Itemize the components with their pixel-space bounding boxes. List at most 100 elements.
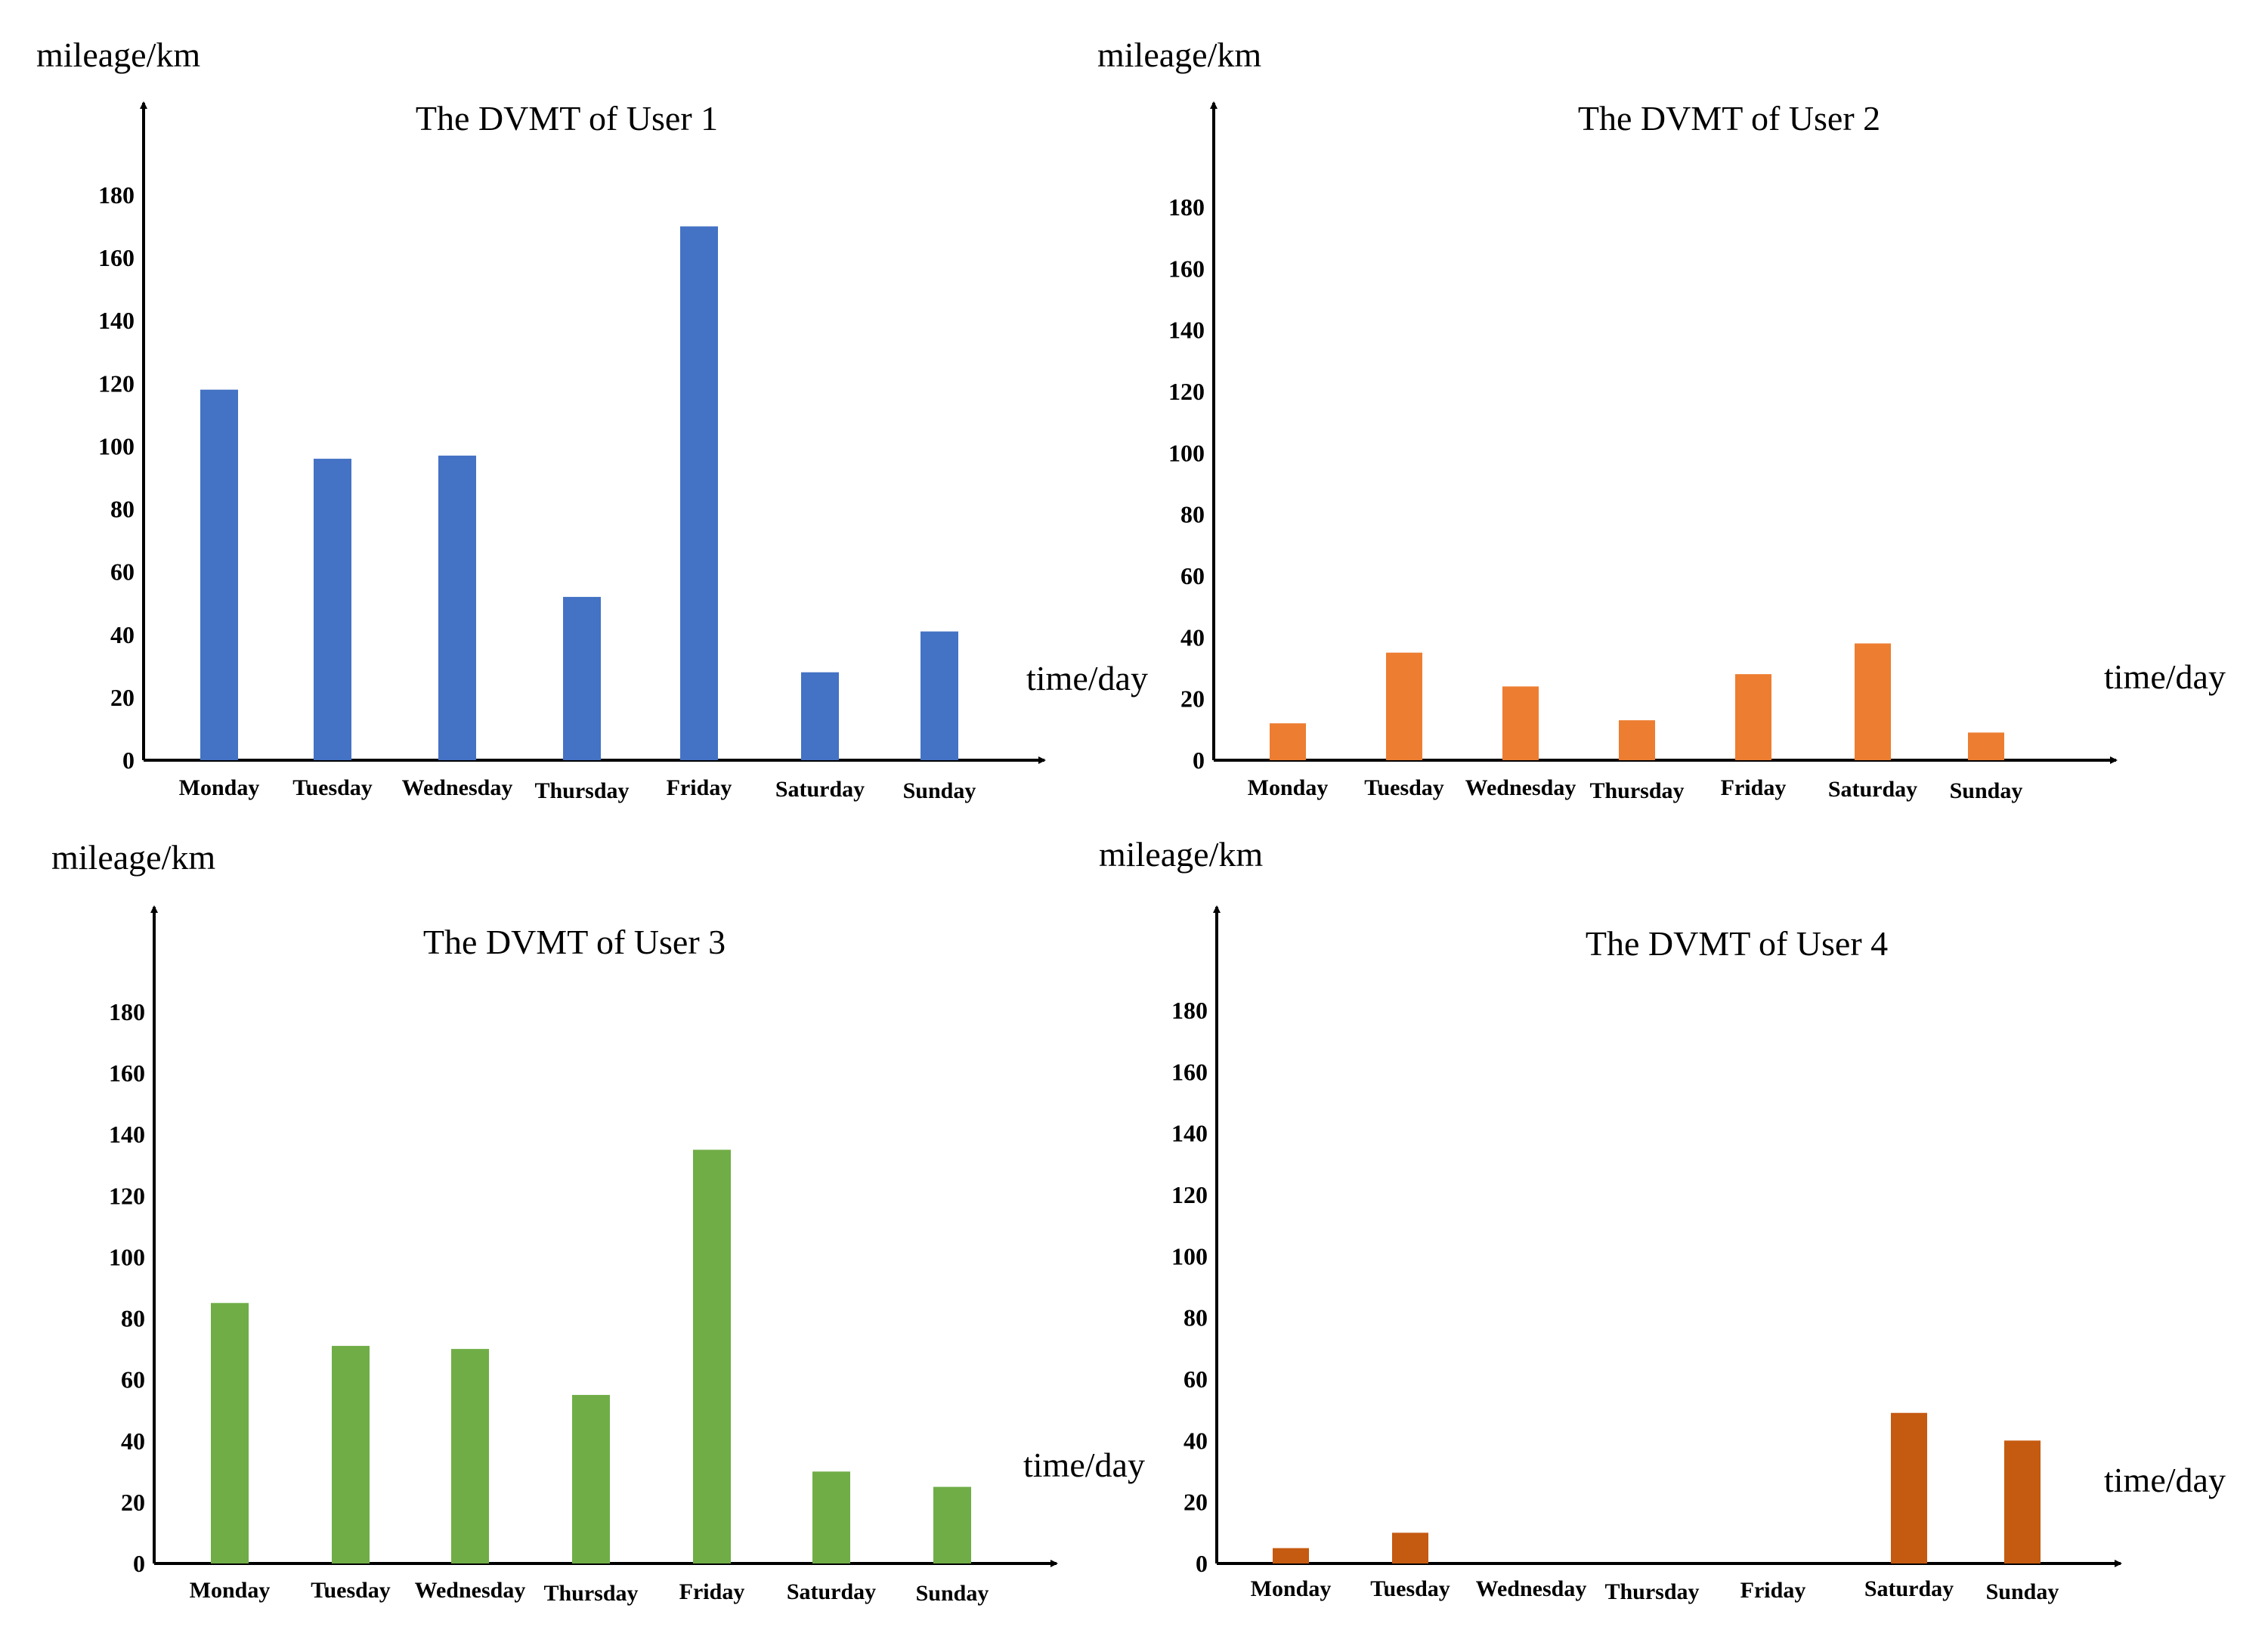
x-category-label: Friday xyxy=(1721,775,1787,800)
x-category-label: Saturday xyxy=(787,1579,876,1604)
y-tick-label: 120 xyxy=(1171,1181,1208,1208)
y-tick-label: 60 xyxy=(1184,1365,1208,1393)
bar-tuesday xyxy=(1386,652,1422,760)
bar-wednesday xyxy=(1502,686,1539,760)
x-category-label: Sunday xyxy=(1986,1579,2059,1604)
x-category-label: Saturday xyxy=(775,777,865,802)
y-tick-label: 0 xyxy=(1196,1550,1208,1577)
y-tick-label: 100 xyxy=(1168,439,1205,466)
x-category-label: Tuesday xyxy=(1364,775,1444,800)
x-category-label: Thursday xyxy=(1589,778,1684,803)
bar-saturday xyxy=(812,1471,850,1563)
y-tick-label: 80 xyxy=(121,1305,145,1332)
bar-friday xyxy=(680,226,718,760)
bar-wednesday xyxy=(451,1349,489,1563)
x-axis-label: time/day xyxy=(2104,657,2226,696)
chart-title: The DVMT of User 3 xyxy=(423,923,726,961)
y-tick-label: 20 xyxy=(1180,685,1205,713)
x-axis-label: time/day xyxy=(1023,1446,1145,1484)
y-tick-label: 180 xyxy=(1168,193,1205,221)
bar-monday xyxy=(1273,1548,1309,1563)
y-tick-label: 140 xyxy=(98,307,135,334)
bar-tuesday xyxy=(1392,1532,1428,1563)
y-tick-label: 80 xyxy=(1184,1304,1208,1331)
bar-sunday xyxy=(933,1486,971,1563)
x-category-label: Thursday xyxy=(534,778,629,803)
x-category-label: Wednesday xyxy=(415,1578,526,1603)
x-category-label: Sunday xyxy=(916,1581,989,1606)
y-axis-label: mileage/km xyxy=(36,36,200,74)
chart-user-4: mileage/km The DVMT of User 4 time/day xyxy=(1099,835,2226,1567)
x-category-label: Sunday xyxy=(903,778,976,803)
x-category-label: Sunday xyxy=(1950,778,2023,803)
y-tick-label: 180 xyxy=(1171,997,1208,1024)
x-category-label: Tuesday xyxy=(1370,1576,1450,1601)
x-axis-label: time/day xyxy=(2104,1461,2226,1499)
y-tick-label: 140 xyxy=(109,1121,145,1148)
y-tick-label: 0 xyxy=(122,747,135,774)
y-tick-label: 160 xyxy=(1168,255,1205,282)
x-category-label: Thursday xyxy=(543,1581,638,1606)
x-category-label: Monday xyxy=(190,1578,271,1603)
y-tick-label: 120 xyxy=(1168,378,1205,405)
y-tick-label: 120 xyxy=(109,1182,145,1209)
x-axis-label: time/day xyxy=(1026,659,1148,697)
x-category-label: Monday xyxy=(1248,775,1329,800)
x-category-label: Saturday xyxy=(1864,1576,1954,1601)
chart-title: The DVMT of User 1 xyxy=(416,99,718,138)
y-tick-label: 160 xyxy=(98,244,135,271)
x-category-label: Monday xyxy=(179,775,260,800)
y-tick-label: 180 xyxy=(109,998,145,1025)
bar-sunday xyxy=(921,631,958,760)
y-tick-label: 80 xyxy=(1180,501,1205,528)
x-category-label: Thursday xyxy=(1604,1579,1699,1604)
bar-thursday xyxy=(1619,720,1655,760)
y-tick-label: 140 xyxy=(1168,317,1205,344)
y-tick-label: 40 xyxy=(121,1427,145,1455)
chart-marks-user-1: 0 20 40 60 80 100 120 140 160 180 Monday Tuesday Wed… xyxy=(98,181,976,803)
bar-sunday xyxy=(2004,1440,2041,1563)
bar-tuesday xyxy=(332,1346,370,1563)
x-category-label: Wednesday xyxy=(1476,1576,1587,1601)
x-category-label: Wednesday xyxy=(1465,775,1576,800)
bar-friday xyxy=(693,1149,731,1563)
x-category-label: Friday xyxy=(1740,1578,1806,1603)
y-tick-label: 160 xyxy=(1171,1058,1208,1085)
chart-user-2: mileage/km The DVMT of User 2 time/day xyxy=(1097,36,2226,764)
bar-monday xyxy=(200,389,238,760)
y-tick-label: 40 xyxy=(110,621,135,648)
y-tick-label: 180 xyxy=(98,181,135,209)
chart-title: The DVMT of User 2 xyxy=(1578,99,1880,138)
y-tick-label: 20 xyxy=(121,1489,145,1516)
x-category-label: Friday xyxy=(667,775,732,800)
bar-saturday xyxy=(1891,1412,1927,1563)
x-category-label: Friday xyxy=(679,1579,745,1604)
bar-wednesday xyxy=(438,455,476,760)
y-axis-label: mileage/km xyxy=(51,838,215,877)
chart-marks-user-3: 0 20 40 60 80 100 120 140 160 180 Monday Tuesday Wed… xyxy=(109,998,989,1606)
y-tick-label: 20 xyxy=(1184,1489,1208,1516)
y-tick-label: 120 xyxy=(98,370,135,397)
y-tick-label: 100 xyxy=(1171,1242,1208,1270)
y-tick-label: 20 xyxy=(110,684,135,711)
chart-user-3: mileage/km The DVMT of User 3 time/day xyxy=(51,838,1145,1567)
y-tick-label: 0 xyxy=(133,1550,145,1577)
chart-user-1: mileage/km The DVMT of User 1 time/day xyxy=(36,36,1148,764)
y-tick-label: 140 xyxy=(1171,1120,1208,1147)
y-tick-label: 80 xyxy=(110,496,135,523)
y-axis-label: mileage/km xyxy=(1099,835,1263,874)
x-category-label: Tuesday xyxy=(311,1578,391,1603)
y-tick-label: 60 xyxy=(110,558,135,586)
y-tick-label: 60 xyxy=(1180,562,1205,589)
x-category-label: Wednesday xyxy=(402,775,513,800)
chart-marks-user-2: 0 20 40 60 80 100 120 140 160 180 Monday Tuesday Wed… xyxy=(1168,193,2022,803)
x-category-label: Saturday xyxy=(1828,777,1917,802)
bar-thursday xyxy=(563,596,601,760)
y-tick-label: 40 xyxy=(1180,623,1205,651)
bar-saturday xyxy=(801,672,839,760)
x-category-label: Monday xyxy=(1251,1576,1332,1601)
bar-saturday xyxy=(1855,643,1891,760)
x-category-label: Tuesday xyxy=(292,775,373,800)
y-tick-label: 0 xyxy=(1193,747,1205,774)
